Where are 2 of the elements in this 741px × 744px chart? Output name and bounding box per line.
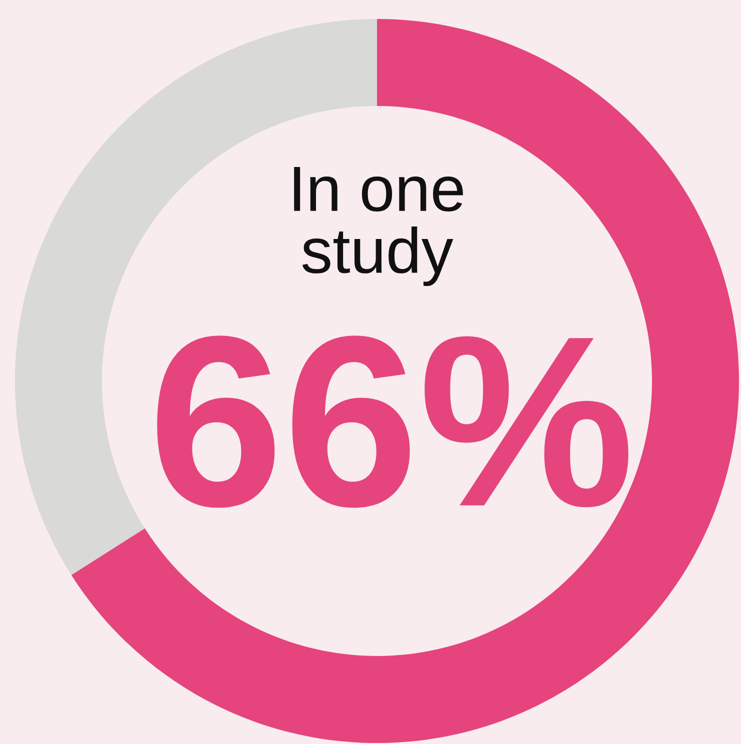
text: In one study	[294, 166, 463, 286]
data-label: 66%	[157, 336, 628, 508]
